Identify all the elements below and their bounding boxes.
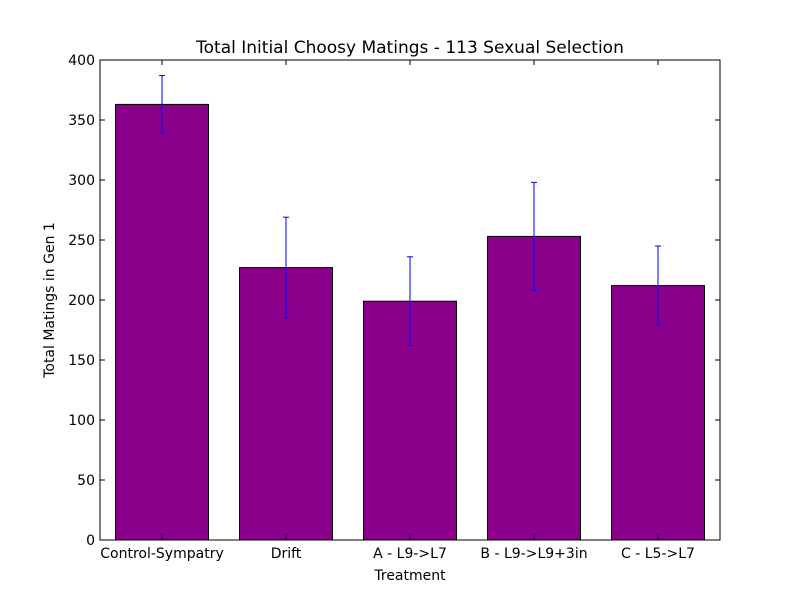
- x-axis: Control-Sympatry Drift A - L9->L7 B - L9->L…: [100, 60, 695, 562]
- y-tick-label: 400: [68, 53, 95, 69]
- y-tick-label: 0: [86, 533, 95, 549]
- x-tick-label: C - L5->L7: [621, 546, 695, 562]
- x-tick-label: A - L9->L7: [373, 546, 447, 562]
- error-bars-group: [159, 75, 661, 347]
- x-axis-label: Treatment: [373, 568, 446, 584]
- y-axis-label: Total Matings in Gen 1: [42, 222, 58, 379]
- y-tick-label: 350: [68, 113, 95, 129]
- chart-title: Total Initial Choosy Matings - 113 Sexua…: [195, 38, 624, 58]
- x-tick-label: Control-Sympatry: [100, 546, 223, 562]
- y-tick-label: 150: [68, 353, 95, 369]
- bar: [115, 103, 209, 541]
- x-tick-label: B - L9->L9+3in: [480, 546, 587, 562]
- y-tick-label: 250: [68, 233, 95, 249]
- bar: [611, 285, 705, 541]
- y-tick-label: 300: [68, 173, 95, 189]
- x-tick-label: Drift: [271, 546, 302, 562]
- y-axis: 0 50 100 150 200 250 300 350 400: [68, 53, 720, 549]
- y-tick-label: 100: [68, 413, 95, 429]
- y-tick-label: 200: [68, 293, 95, 309]
- y-tick-label: 50: [77, 473, 95, 489]
